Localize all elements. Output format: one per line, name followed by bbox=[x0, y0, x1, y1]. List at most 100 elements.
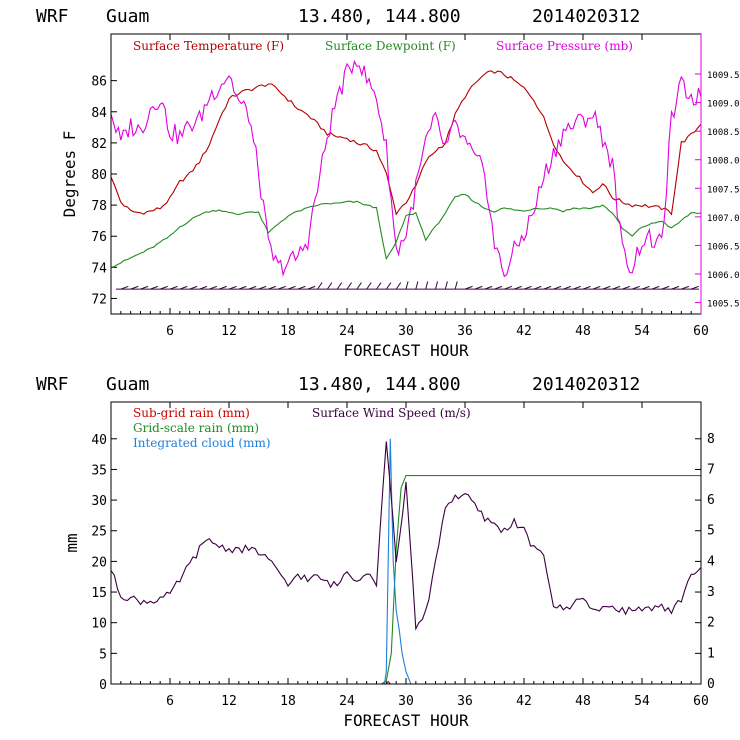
top-header-model: WRF bbox=[36, 6, 69, 27]
legend-integrated-cloud: Integrated cloud (mm) bbox=[133, 436, 271, 450]
y2-tick-label: 8 bbox=[707, 432, 715, 447]
wind-barb bbox=[326, 282, 333, 290]
top-y-axis-label: Degrees F bbox=[60, 131, 79, 218]
x-tick-label: 60 bbox=[693, 324, 709, 339]
y2-tick-label: 7 bbox=[707, 462, 715, 477]
top-x-axis-label: FORECAST HOUR bbox=[343, 341, 469, 360]
wind-barb bbox=[287, 285, 296, 290]
y2-tick-label: 1007.0 bbox=[707, 214, 740, 224]
x-tick-label: 6 bbox=[166, 324, 174, 339]
wind-barb bbox=[563, 285, 572, 290]
series-line bbox=[110, 441, 702, 631]
y-tick-label: 20 bbox=[91, 555, 107, 570]
wind-barb bbox=[258, 285, 267, 290]
x-tick-label: 12 bbox=[221, 324, 237, 339]
wind-barb bbox=[268, 285, 277, 290]
series-line bbox=[110, 193, 702, 268]
x-tick-label: 18 bbox=[280, 324, 296, 339]
wind-barb bbox=[444, 281, 448, 290]
wind-barb bbox=[140, 285, 149, 290]
y-tick-label: 76 bbox=[91, 230, 107, 245]
y-tick-label: 35 bbox=[91, 463, 107, 478]
wind-barb bbox=[464, 285, 473, 290]
y2-tick-label: 1009.0 bbox=[707, 100, 740, 110]
x-tick-label: 6 bbox=[166, 694, 174, 709]
y2-tick-label: 1007.5 bbox=[707, 185, 740, 195]
bottom-panel: WRF Guam 13.480, 144.800 2014020312 6 12 1… bbox=[36, 374, 715, 730]
wind-barb bbox=[130, 285, 139, 290]
y2-tick-label: 1005.5 bbox=[707, 300, 740, 310]
y-tick-label: 82 bbox=[91, 137, 107, 152]
wind-barb bbox=[543, 285, 552, 290]
wind-barb bbox=[631, 285, 640, 290]
bottom-header-location: Guam bbox=[106, 374, 149, 395]
series-line bbox=[110, 70, 702, 216]
wind-barb bbox=[248, 285, 257, 290]
legend-wind-speed: Surface Wind Speed (m/s) bbox=[312, 406, 471, 420]
y-tick-label: 86 bbox=[91, 75, 107, 90]
wind-barb bbox=[395, 282, 402, 290]
y2-tick-label: 2 bbox=[707, 616, 715, 631]
bottom-header-model: WRF bbox=[36, 374, 69, 395]
top-header-run: 2014020312 bbox=[532, 6, 640, 27]
x-tick-label: 54 bbox=[634, 694, 650, 709]
legend-gridscale-rain: Grid-scale rain (mm) bbox=[133, 421, 259, 435]
wind-barb bbox=[169, 285, 178, 290]
top-plot-area: 6 12 18 24 30 36 42 48 54 60 72 74 76 78 80 82 84 86 1005.… bbox=[91, 34, 740, 339]
x-tick-label: 24 bbox=[339, 694, 355, 709]
legend-subgrid-rain: Sub-grid rain (mm) bbox=[133, 406, 250, 420]
x-tick-label: 30 bbox=[398, 324, 414, 339]
wind-barb bbox=[681, 285, 690, 290]
y-tick-label: 80 bbox=[91, 168, 107, 183]
series-line bbox=[111, 438, 701, 685]
y2-tick-label: 1 bbox=[707, 646, 715, 661]
wind-barb bbox=[336, 282, 343, 290]
bottom-plot-frame bbox=[110, 401, 702, 685]
wind-barb bbox=[435, 281, 439, 290]
x-tick-label: 30 bbox=[398, 694, 414, 709]
y-tick-label: 40 bbox=[91, 433, 107, 448]
wind-barb bbox=[376, 282, 382, 290]
y-tick-label: 0 bbox=[99, 678, 107, 693]
wind-barb bbox=[179, 285, 188, 290]
y2-tick-label: 3 bbox=[707, 585, 715, 600]
x-tick-label: 54 bbox=[634, 324, 650, 339]
top-panel: WRF Guam 13.480, 144.800 2014020312 6 12 1… bbox=[36, 6, 740, 360]
wind-barb bbox=[218, 285, 227, 290]
x-tick-label: 48 bbox=[575, 324, 591, 339]
wind-barb bbox=[690, 285, 699, 290]
top-header-location: Guam bbox=[106, 6, 149, 27]
x-tick-label: 42 bbox=[516, 694, 532, 709]
bottom-header-coords: 13.480, 144.800 bbox=[298, 374, 461, 395]
wind-barb bbox=[533, 285, 542, 290]
y-tick-label: 84 bbox=[91, 106, 107, 121]
wind-barb bbox=[474, 285, 483, 290]
wind-barb bbox=[199, 285, 208, 290]
y-tick-label: 25 bbox=[91, 525, 107, 540]
x-tick-label: 24 bbox=[339, 324, 355, 339]
y2-tick-label: 4 bbox=[707, 554, 715, 569]
y-tick-label: 15 bbox=[91, 586, 107, 601]
wind-barb bbox=[572, 285, 581, 290]
bottom-y-axis-label: mm bbox=[62, 533, 81, 552]
wind-barb bbox=[356, 282, 362, 290]
x-tick-label: 36 bbox=[457, 694, 473, 709]
wind-barb bbox=[671, 285, 680, 290]
wind-barb bbox=[385, 282, 392, 290]
wind-barb bbox=[582, 285, 591, 290]
series-line bbox=[110, 59, 702, 278]
y-tick-label: 74 bbox=[91, 261, 107, 276]
wind-barb bbox=[641, 285, 650, 290]
y2-tick-label: 6 bbox=[707, 493, 715, 508]
y2-tick-label: 1006.0 bbox=[707, 271, 740, 281]
y-tick-label: 30 bbox=[91, 494, 107, 509]
y2-tick-label: 5 bbox=[707, 524, 715, 539]
y-tick-label: 5 bbox=[99, 647, 107, 662]
y2-tick-label: 0 bbox=[707, 677, 715, 692]
bottom-plot-area: 6 12 18 24 30 36 42 48 54 60051015202530354001234… bbox=[91, 402, 715, 709]
wind-barb bbox=[612, 285, 621, 290]
x-tick-label: 36 bbox=[457, 324, 473, 339]
wind-barb bbox=[120, 285, 129, 290]
